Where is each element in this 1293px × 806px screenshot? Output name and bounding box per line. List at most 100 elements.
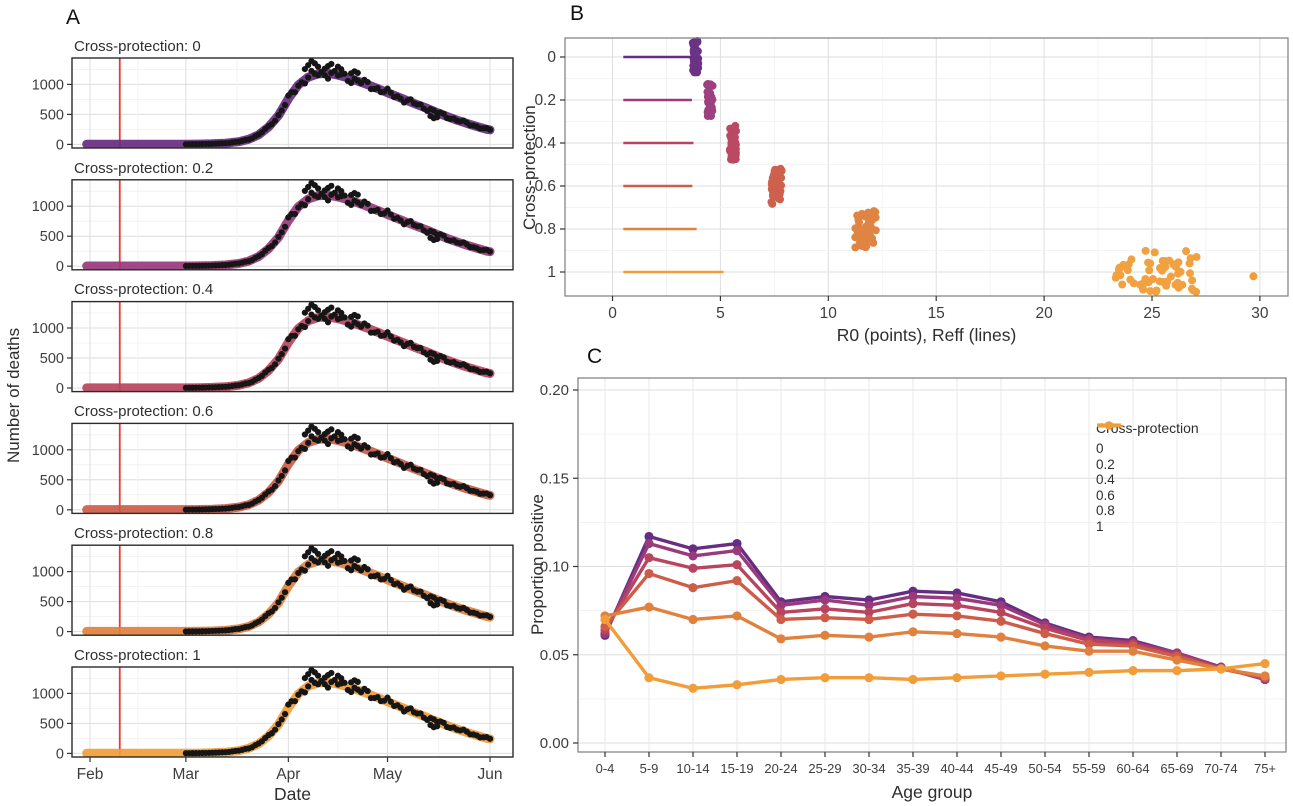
legend-cross-protection: Cross-protection 0 0.2 0.4 0.6 0.8 1	[1096, 420, 1246, 534]
svg-text:500: 500	[40, 107, 64, 123]
svg-text:20-24: 20-24	[764, 761, 797, 776]
svg-text:0: 0	[608, 305, 617, 322]
svg-text:Feb: Feb	[77, 766, 104, 783]
series-cp1	[600, 614, 1270, 693]
observed-deaths-points	[182, 301, 494, 391]
legend-item-cp0: 0	[1096, 421, 1246, 457]
svg-text:0.00: 0.00	[540, 735, 569, 752]
svg-text:May: May	[373, 766, 403, 783]
svg-text:0: 0	[56, 503, 64, 519]
svg-text:0-4: 0-4	[596, 761, 615, 776]
facet-title-cp1: Cross-protection: 1	[74, 647, 201, 664]
legend-label-cp02: 0.2	[1096, 456, 1115, 472]
svg-text:500: 500	[40, 473, 64, 489]
svg-text:0.15: 0.15	[540, 470, 569, 487]
r0-cluster-cp1	[1111, 246, 1201, 296]
observed-deaths-points	[182, 58, 494, 148]
svg-text:0.8: 0.8	[534, 221, 556, 238]
series-cp0.6	[600, 568, 1270, 683]
svg-text:70-74: 70-74	[1204, 761, 1237, 776]
svg-text:40-44: 40-44	[940, 761, 973, 776]
svg-text:0.2: 0.2	[534, 92, 556, 109]
r0-cluster-cp0.2	[703, 79, 717, 120]
legend-swatch-cp1-icon	[1097, 421, 1121, 430]
svg-text:10-14: 10-14	[676, 761, 709, 776]
legend-label-cp06: 0.6	[1096, 487, 1115, 503]
r0-cluster-cp0.4	[725, 121, 741, 164]
svg-text:15: 15	[928, 305, 945, 322]
svg-text:15-19: 15-19	[720, 761, 753, 776]
legend-label-cp08: 0.8	[1096, 503, 1115, 519]
svg-text:60-64: 60-64	[1116, 761, 1149, 776]
svg-text:0.10: 0.10	[540, 559, 569, 576]
svg-text:55-59: 55-59	[1072, 761, 1105, 776]
svg-text:0.6: 0.6	[534, 178, 556, 195]
facet-cp0.4: 0 500 1000	[32, 300, 514, 397]
svg-text:1000: 1000	[32, 199, 64, 215]
svg-text:5: 5	[716, 305, 725, 322]
series-cp0.8	[600, 602, 1270, 681]
svg-text:1000: 1000	[32, 77, 64, 93]
facet-cp1: 0 500 1000	[32, 666, 514, 762]
legend-title: Cross-protection	[1096, 420, 1199, 436]
svg-text:30-34: 30-34	[852, 761, 885, 776]
panel-a-x-axis-title: Date	[274, 784, 311, 804]
observed-deaths-points	[182, 179, 494, 270]
facet-title-cp06: Cross-protection: 0.6	[74, 403, 214, 420]
observed-deaths-points	[182, 545, 494, 635]
panel-c-seroprevalence-chart: 0-4 5-9 10-14 15-19 20-24 25-29 30-34 35-39 40-4…	[540, 377, 1287, 776]
facet-cp0.6: 0 500 1000	[32, 422, 514, 519]
facet-cp0: 0 500 1000	[32, 57, 514, 153]
observed-deaths-points	[182, 423, 494, 513]
svg-text:35-39: 35-39	[896, 761, 929, 776]
facet-title-cp0: Cross-protection: 0	[74, 38, 201, 55]
r0-cluster-cp0	[688, 37, 703, 77]
panel-c-letter: C	[587, 345, 603, 368]
svg-text:0: 0	[547, 49, 556, 66]
legend-item-cp04: 0.4	[1096, 421, 1246, 488]
svg-text:500: 500	[40, 229, 64, 245]
observed-deaths-points	[182, 667, 494, 757]
svg-text:0.20: 0.20	[540, 382, 569, 399]
legend-item-cp02: 0.2	[1096, 421, 1246, 473]
legend-label-cp04: 0.4	[1096, 472, 1115, 488]
svg-text:1000: 1000	[32, 443, 64, 459]
svg-text:1000: 1000	[32, 321, 64, 337]
facet-title-cp02: Cross-protection: 0.2	[74, 160, 214, 177]
svg-text:1000: 1000	[32, 565, 64, 581]
svg-text:25: 25	[1143, 305, 1160, 322]
svg-text:0: 0	[56, 381, 64, 397]
svg-text:20: 20	[1035, 305, 1053, 322]
svg-text:500: 500	[40, 595, 64, 611]
svg-text:1: 1	[547, 264, 556, 281]
panel-a-deaths-timeseries-chart: 0 500 1000 0 500 1000 0 500 1000 0 500 1000 0 500 1000…	[32, 57, 514, 783]
r0-cluster-cp0.6	[767, 164, 786, 208]
svg-text:5-9: 5-9	[640, 761, 659, 776]
r0-outlier-point	[1249, 272, 1258, 281]
svg-text:30: 30	[1251, 305, 1269, 322]
svg-text:500: 500	[40, 716, 64, 732]
legend-item-cp06: 0.6	[1096, 421, 1246, 504]
svg-text:Jun: Jun	[478, 766, 503, 783]
svg-text:Apr: Apr	[276, 766, 300, 783]
svg-text:Mar: Mar	[173, 766, 200, 783]
panel-b-letter: B	[570, 2, 585, 25]
svg-text:0: 0	[56, 746, 64, 762]
facet-cp0.2: 0 500 1000	[32, 179, 514, 275]
panel-a-letter: A	[66, 6, 81, 29]
panel-b-r0-reff-chart: 0 5 10 15 20 25 30 0 0.2 0.4 0.6 0.8 1	[534, 37, 1289, 322]
svg-text:25-29: 25-29	[808, 761, 841, 776]
panel-c-x-axis-title: Age group	[891, 782, 973, 802]
legend-label-cp0: 0	[1096, 441, 1104, 457]
svg-text:0: 0	[56, 259, 64, 275]
facet-title-cp08: Cross-protection: 0.8	[74, 525, 214, 542]
svg-text:500: 500	[40, 351, 64, 367]
legend-item-cp1: 1	[1096, 421, 1246, 535]
svg-text:0: 0	[56, 137, 64, 153]
svg-text:50-54: 50-54	[1028, 761, 1061, 776]
svg-text:0: 0	[56, 625, 64, 641]
facet-title-cp04: Cross-protection: 0.4	[74, 281, 214, 298]
svg-text:10: 10	[820, 305, 838, 322]
legend-label-cp1: 1	[1096, 518, 1104, 534]
